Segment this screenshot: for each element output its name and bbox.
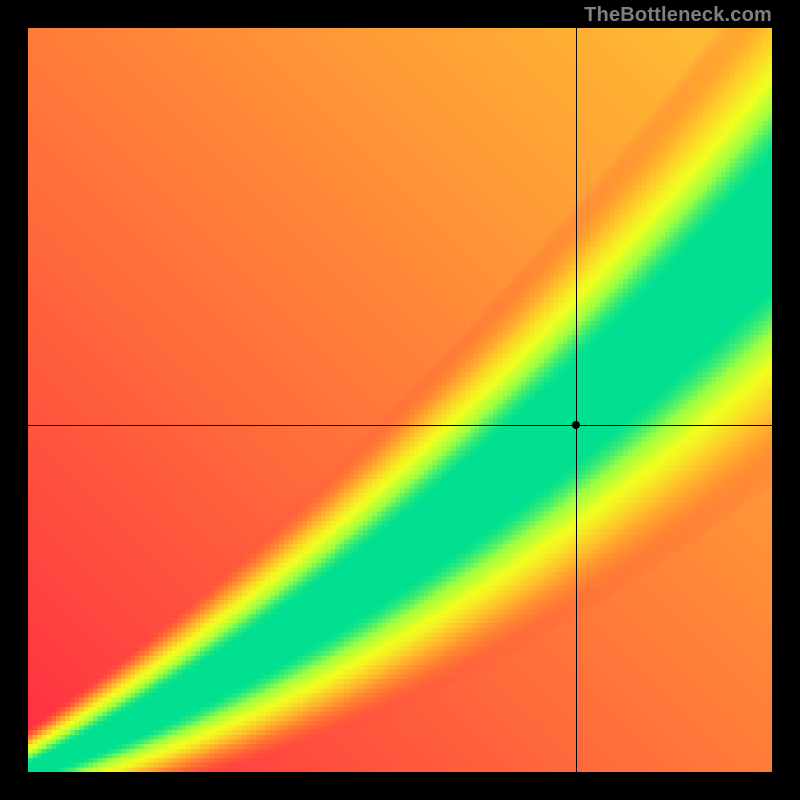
crosshair-vertical bbox=[576, 28, 577, 772]
crosshair-horizontal bbox=[28, 425, 772, 426]
heatmap-plot bbox=[28, 28, 772, 772]
marker-dot bbox=[572, 421, 580, 429]
watermark-text: TheBottleneck.com bbox=[584, 4, 772, 27]
heatmap-canvas bbox=[28, 28, 772, 772]
